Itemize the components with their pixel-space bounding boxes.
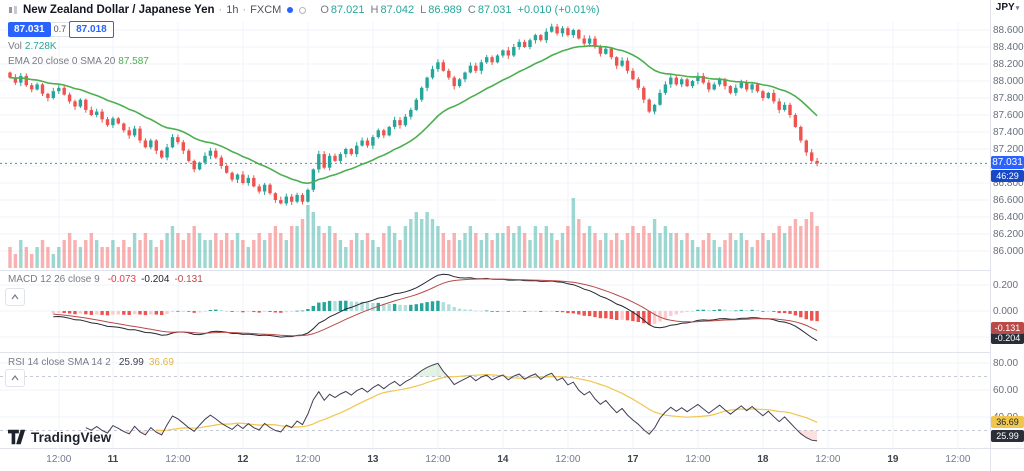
high-label: H: [370, 4, 379, 16]
interval-label[interactable]: 1h: [226, 4, 239, 16]
axis-tick: 88.400: [993, 42, 1024, 53]
ema-value: 87.587: [118, 56, 149, 67]
macd-signal-value: -0.131: [174, 274, 203, 285]
volume-legend[interactable]: Vol 2.728K: [8, 41, 57, 52]
open-label: O: [320, 4, 329, 16]
axis-tick: 88.200: [993, 59, 1024, 70]
axis-tick: 87.200: [993, 144, 1024, 155]
sell-price-button[interactable]: 87.031: [8, 22, 51, 37]
axis-tick: 80.00: [993, 358, 1019, 369]
low-label: L: [420, 4, 427, 16]
time-axis[interactable]: 12:00 11 12:00 12 12:00 13 12:00 14 12:00 17 12:00…: [0, 449, 990, 471]
rsi-sma-value: 36.69: [148, 357, 174, 368]
currency-label: JPY: [995, 2, 1015, 13]
close-label: C: [467, 4, 476, 16]
axis-tick: 88.000: [993, 76, 1024, 87]
change-value: +0.010 (+0.01%): [517, 4, 600, 16]
time-axis-tick: 12:00: [46, 454, 72, 465]
axis-tick: 88.600: [993, 25, 1024, 36]
chart-candles-icon: [8, 5, 18, 15]
axis-tick: 87.400: [993, 127, 1024, 138]
axis-tick: 60.00: [993, 385, 1019, 396]
symbol-title[interactable]: New Zealand Dollar / Japanese Yen: [23, 4, 215, 16]
axis-tick: 86.400: [993, 212, 1024, 223]
chevron-up-icon: [11, 375, 19, 381]
ohlc-values: O 87.021 H 87.042 L 86.989 C 87.031 +0.010 (…: [314, 4, 599, 16]
rsi-value: 25.99: [118, 357, 144, 368]
status-dot-primary-icon: [287, 7, 294, 13]
macd-line-value: -0.204: [141, 274, 170, 285]
ema-label: EMA 20 close 0 SMA 20: [8, 56, 116, 67]
time-axis-tick: 13: [367, 454, 379, 465]
rsi-label: RSI 14 close SMA 14 2: [8, 357, 111, 368]
last-price-axis-label: 87.031: [991, 156, 1024, 170]
axis-tick: 86.000: [993, 246, 1024, 257]
axis-tick: 0.000: [993, 306, 1019, 317]
time-axis-tick: 17: [627, 454, 639, 465]
currency-toggle[interactable]: JPY▾: [991, 2, 1024, 13]
legend-separator: ·: [218, 4, 223, 16]
macd-signal-axis-label: -0.131: [991, 322, 1024, 334]
tradingview-logo-icon: [8, 429, 26, 445]
macd-label: MACD 12 26 close 9: [8, 274, 100, 285]
time-axis-border: [0, 448, 1024, 449]
spread-value: 0.7: [50, 22, 70, 37]
axis-tick: 86.800: [993, 178, 1024, 189]
time-axis-tick: 12:00: [815, 454, 841, 465]
axis-tick: 87.800: [993, 93, 1024, 104]
volume-value: 2.728K: [24, 41, 57, 52]
macd-hist-value: -0.073: [107, 274, 137, 285]
close-value: 87.031: [477, 4, 512, 16]
axis-tick: 87.600: [993, 110, 1024, 121]
axis-tick: 0.200: [993, 280, 1019, 291]
time-axis-tick: 19: [887, 454, 899, 465]
volume-label: Vol: [8, 41, 22, 52]
tradingview-logo-text: TradingView: [31, 429, 112, 445]
macd-axis-label: -0.204: [991, 331, 1024, 344]
rsi-legend[interactable]: RSI 14 close SMA 14 2 25.99 36.69: [8, 357, 174, 368]
status-dot-secondary-icon: [299, 6, 307, 14]
time-axis-tick: 11: [107, 454, 119, 465]
price-axis[interactable]: JPY▾ 87.031 46:29 -0.204 -0.131 36.69 25…: [991, 0, 1024, 448]
legend-separator: ·: [242, 4, 247, 16]
chart-plot[interactable]: [0, 0, 990, 448]
pane-separator[interactable]: [0, 352, 1024, 353]
axis-tick: 86.600: [993, 195, 1024, 206]
ema-legend[interactable]: EMA 20 close 0 SMA 20 87.587: [8, 56, 149, 67]
time-axis-tick: 12:00: [945, 454, 971, 465]
time-axis-tick: 18: [757, 454, 769, 465]
buy-sell-widget: 87.031 0.7 87.018: [8, 21, 114, 38]
chevron-down-icon: ▾: [1015, 5, 1020, 12]
time-axis-tick: 12: [237, 454, 249, 465]
bar-countdown-label: 46:29: [991, 169, 1024, 182]
time-axis-tick: 12:00: [685, 454, 711, 465]
axis-tick: 86.200: [993, 229, 1024, 240]
tradingview-logo[interactable]: TradingView: [8, 429, 111, 445]
price-axis-border: [990, 0, 991, 471]
macd-pane-collapse-button[interactable]: [5, 288, 25, 306]
high-value: 87.042: [380, 4, 415, 16]
time-axis-tick: 14: [497, 454, 509, 465]
time-axis-tick: 12:00: [295, 454, 321, 465]
macd-legend[interactable]: MACD 12 26 close 9 -0.073 -0.204 -0.131: [8, 274, 203, 285]
time-axis-tick: 12:00: [165, 454, 191, 465]
rsi-pane-collapse-button[interactable]: [5, 369, 25, 387]
buy-price-button[interactable]: 87.018: [69, 21, 114, 38]
chevron-up-icon: [11, 294, 19, 300]
rsi-sma-axis-label: 36.69: [991, 415, 1024, 428]
time-axis-tick: 12:00: [425, 454, 451, 465]
pane-separator[interactable]: [0, 270, 1024, 271]
open-value: 87.021: [330, 4, 365, 16]
time-axis-tick: 12:00: [555, 454, 581, 465]
rsi-axis-label: 25.99: [991, 429, 1024, 442]
low-value: 86.989: [428, 4, 462, 16]
symbol-legend[interactable]: New Zealand Dollar / Japanese Yen · 1h ·…: [8, 4, 599, 16]
exchange-label[interactable]: FXCM: [250, 4, 282, 16]
